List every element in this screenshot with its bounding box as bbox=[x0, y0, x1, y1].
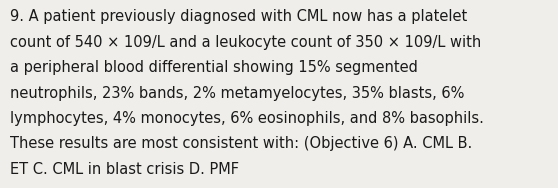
Text: a peripheral blood differential showing 15% segmented: a peripheral blood differential showing … bbox=[10, 60, 418, 75]
Text: lymphocytes, 4% monocytes, 6% eosinophils, and 8% basophils.: lymphocytes, 4% monocytes, 6% eosinophil… bbox=[10, 111, 484, 126]
Text: neutrophils, 23% bands, 2% metamyelocytes, 35% blasts, 6%: neutrophils, 23% bands, 2% metamyelocyte… bbox=[10, 86, 464, 101]
Text: These results are most consistent with: (Objective 6) A. CML B.: These results are most consistent with: … bbox=[10, 136, 472, 151]
Text: count of 540 × 109/L and a leukocyte count of 350 × 109/L with: count of 540 × 109/L and a leukocyte cou… bbox=[10, 35, 482, 50]
Text: ET C. CML in blast crisis D. PMF: ET C. CML in blast crisis D. PMF bbox=[10, 162, 239, 177]
Text: 9. A patient previously diagnosed with CML now has a platelet: 9. A patient previously diagnosed with C… bbox=[10, 9, 467, 24]
